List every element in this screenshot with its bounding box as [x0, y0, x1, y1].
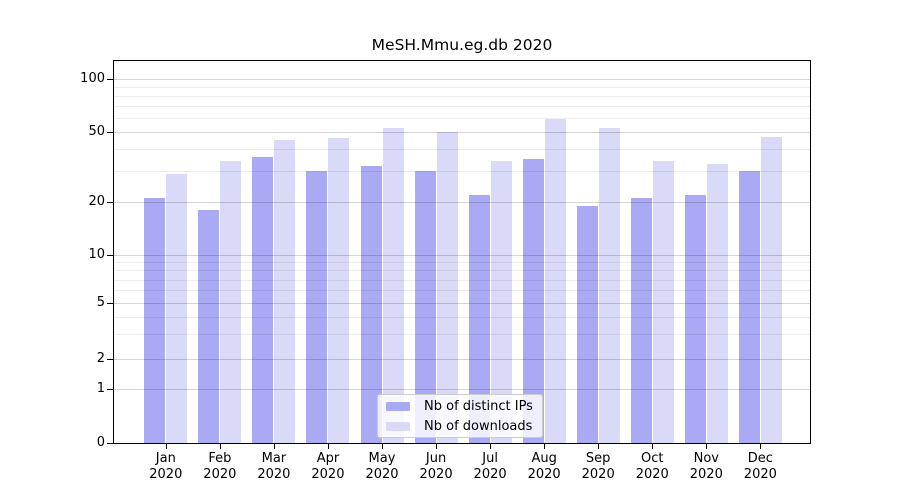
y-tick-mark-1: [107, 389, 113, 390]
bar-nb-of-downloads-feb-2020: [220, 161, 242, 443]
bar-nb-of-downloads-apr-2020: [328, 138, 350, 443]
x-tick-mark-oct-2020: [652, 444, 654, 449]
y-tick-mark-20: [107, 202, 113, 203]
gridline-major-20: [114, 202, 810, 203]
y-tick-mark-100: [107, 79, 113, 80]
bar-nb-of-downloads-aug-2020: [544, 119, 566, 443]
bar-nb-of-distinct-ips-aug-2020: [522, 159, 544, 443]
x-tick-mark-feb-2020: [219, 444, 221, 449]
legend-label-downloads: Nb of downloads: [424, 418, 533, 434]
gridline-major-1: [114, 389, 810, 390]
y-tick-label-5: 5: [96, 295, 105, 310]
legend-item-distinct-ips: Nb of distinct IPs: [378, 398, 542, 414]
x-tick-label-aug-2020: Aug 2020: [527, 451, 561, 482]
y-tick-mark-50: [107, 132, 113, 133]
gridline-major-2: [114, 359, 810, 360]
x-tick-mark-aug-2020: [544, 444, 546, 449]
gridline-minor-3: [114, 334, 810, 335]
y-tick-label-2: 2: [96, 351, 105, 366]
gridline-minor-6: [114, 290, 810, 291]
gridline-minor-4: [114, 317, 810, 318]
y-tick-label-100: 100: [80, 71, 105, 86]
y-tick-label-0: 0: [96, 435, 105, 450]
legend: Nb of distinct IPs Nb of downloads: [377, 394, 543, 438]
bar-nb-of-downloads-sep-2020: [598, 127, 620, 443]
x-tick-label-may-2020: May 2020: [365, 451, 399, 482]
gridline-major-10: [114, 255, 810, 256]
x-tick-mark-jul-2020: [490, 444, 492, 449]
bar-nb-of-distinct-ips-jul-2020: [468, 194, 490, 443]
gridline-minor-60: [114, 118, 810, 119]
bar-nb-of-distinct-ips-apr-2020: [306, 171, 328, 443]
y-tick-label-50: 50: [88, 124, 105, 139]
gridline-minor-40: [114, 149, 810, 150]
x-tick-label-jul-2020: Jul 2020: [473, 451, 507, 482]
x-tick-label-jun-2020: Jun 2020: [419, 451, 453, 482]
bar-nb-of-distinct-ips-mar-2020: [252, 157, 274, 443]
x-tick-label-sep-2020: Sep 2020: [581, 451, 615, 482]
gridline-minor-90: [114, 87, 810, 88]
gridline-minor-80: [114, 96, 810, 97]
gridline-minor-7: [114, 280, 810, 281]
bar-nb-of-downloads-oct-2020: [652, 161, 674, 443]
gridline-major-100: [114, 79, 810, 80]
bar-nb-of-distinct-ips-dec-2020: [738, 171, 760, 443]
x-tick-mark-dec-2020: [760, 444, 762, 449]
bar-nb-of-distinct-ips-sep-2020: [576, 205, 598, 443]
bar-nb-of-distinct-ips-jan-2020: [144, 198, 166, 443]
chart-title: MeSH.Mmu.eg.db 2020: [371, 36, 553, 54]
y-tick-label-1: 1: [96, 381, 105, 396]
bar-nb-of-downloads-mar-2020: [274, 140, 296, 443]
x-tick-label-oct-2020: Oct 2020: [635, 451, 669, 482]
y-tick-label-10: 10: [88, 247, 105, 262]
x-tick-label-feb-2020: Feb 2020: [203, 451, 237, 482]
bar-nb-of-distinct-ips-oct-2020: [630, 198, 652, 443]
bar-nb-of-distinct-ips-jun-2020: [414, 171, 436, 443]
x-tick-mark-mar-2020: [273, 444, 275, 449]
x-tick-mark-sep-2020: [598, 444, 600, 449]
y-tick-mark-10: [107, 255, 113, 256]
x-tick-label-dec-2020: Dec 2020: [743, 451, 777, 482]
x-tick-label-mar-2020: Mar 2020: [257, 451, 291, 482]
y-tick-label-20: 20: [88, 194, 105, 209]
x-tick-mark-jun-2020: [436, 444, 438, 449]
x-tick-label-apr-2020: Apr 2020: [311, 451, 345, 482]
bar-nb-of-downloads-dec-2020: [760, 136, 782, 443]
x-tick-mark-apr-2020: [327, 444, 329, 449]
gridline-major-50: [114, 132, 810, 133]
x-tick-label-jan-2020: Jan 2020: [149, 451, 183, 482]
x-tick-mark-jan-2020: [165, 444, 167, 449]
gridline-minor-9: [114, 262, 810, 263]
bar-nb-of-downloads-nov-2020: [706, 163, 728, 443]
bar-nb-of-distinct-ips-may-2020: [360, 166, 382, 443]
y-tick-mark-5: [107, 303, 113, 304]
gridline-minor-8: [114, 270, 810, 271]
x-tick-mark-nov-2020: [706, 444, 708, 449]
bar-nb-of-downloads-jan-2020: [166, 173, 188, 443]
x-tick-label-nov-2020: Nov 2020: [689, 451, 723, 482]
gridline-minor-30: [114, 171, 810, 172]
bar-nb-of-distinct-ips-feb-2020: [198, 210, 220, 443]
plot-area: Nb of distinct IPs Nb of downloads: [113, 60, 811, 444]
bar-nb-of-distinct-ips-nov-2020: [684, 194, 706, 443]
y-tick-mark-0: [107, 443, 113, 444]
legend-swatch-distinct-ips-icon: [386, 401, 410, 411]
gridline-minor-70: [114, 106, 810, 107]
gridline-major-5: [114, 303, 810, 304]
x-tick-mark-may-2020: [382, 444, 383, 449]
legend-item-downloads: Nb of downloads: [378, 418, 542, 434]
y-tick-mark-2: [107, 359, 113, 360]
bar-nb-of-downloads-jun-2020: [436, 132, 458, 443]
legend-label-distinct-ips: Nb of distinct IPs: [424, 398, 533, 414]
legend-swatch-downloads-icon: [386, 421, 410, 431]
bar-nb-of-downloads-jul-2020: [490, 161, 512, 443]
bar-nb-of-downloads-may-2020: [382, 127, 404, 443]
